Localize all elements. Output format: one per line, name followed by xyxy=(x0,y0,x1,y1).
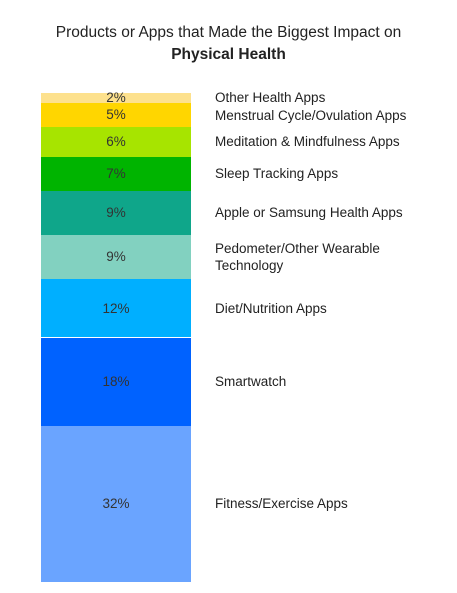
chart-title-block: Products or Apps that Made the Biggest I… xyxy=(0,22,457,66)
segment-meditation-mindfulness-apps: 6% xyxy=(41,127,191,157)
legend-label-meditation-mindfulness-apps: Meditation & Mindfulness Apps xyxy=(215,134,400,150)
segment-pedometer-other-wearable-technology: 9% xyxy=(41,234,191,279)
segment-value-label: 9% xyxy=(106,205,126,221)
segment-value-label: 7% xyxy=(106,166,126,182)
segment-value-label: 12% xyxy=(102,300,130,316)
legend-label-sleep-tracking-apps: Sleep Tracking Apps xyxy=(215,166,339,182)
segment-smartwatch: 18% xyxy=(41,337,191,426)
segment-menstrual-cycle-ovulation-apps: 5% xyxy=(41,102,191,128)
legend-label-diet-nutrition-apps: Diet/Nutrition Apps xyxy=(215,300,327,316)
legend-label-menstrual-cycle-ovulation-apps: Menstrual Cycle/Ovulation Apps xyxy=(215,107,407,123)
segment-sleep-tracking-apps: 7% xyxy=(41,156,191,191)
segment-value-label: 6% xyxy=(106,134,126,150)
segment-value-label: 5% xyxy=(106,107,126,123)
legend-label-smartwatch: Smartwatch xyxy=(215,374,287,389)
legend-label-other-health-apps: Other Health Apps xyxy=(215,90,326,106)
legend-label-pedometer-other-wearable-technology: Pedometer/Other Wearable Technology xyxy=(215,240,380,273)
segment-value-label: 32% xyxy=(102,496,130,512)
segment-other-health-apps: 2% xyxy=(41,90,191,106)
legend-label-fitness-exercise-apps: Fitness/Exercise Apps xyxy=(215,496,348,512)
legend-label-apple-or-samsung-health-apps: Apple or Samsung Health Apps xyxy=(215,205,403,221)
segment-fitness-exercise-apps: 32% xyxy=(41,425,191,582)
segment-value-label: 9% xyxy=(106,249,126,265)
segment-value-label: 2% xyxy=(106,90,126,106)
segment-value-label: 18% xyxy=(102,374,130,389)
segment-apple-or-samsung-health-apps: 9% xyxy=(41,190,191,235)
segment-diet-nutrition-apps: 12% xyxy=(41,278,191,338)
chart-subtitle: Physical Health xyxy=(171,46,286,63)
chart-title: Products or Apps that Made the Biggest I… xyxy=(55,24,402,41)
